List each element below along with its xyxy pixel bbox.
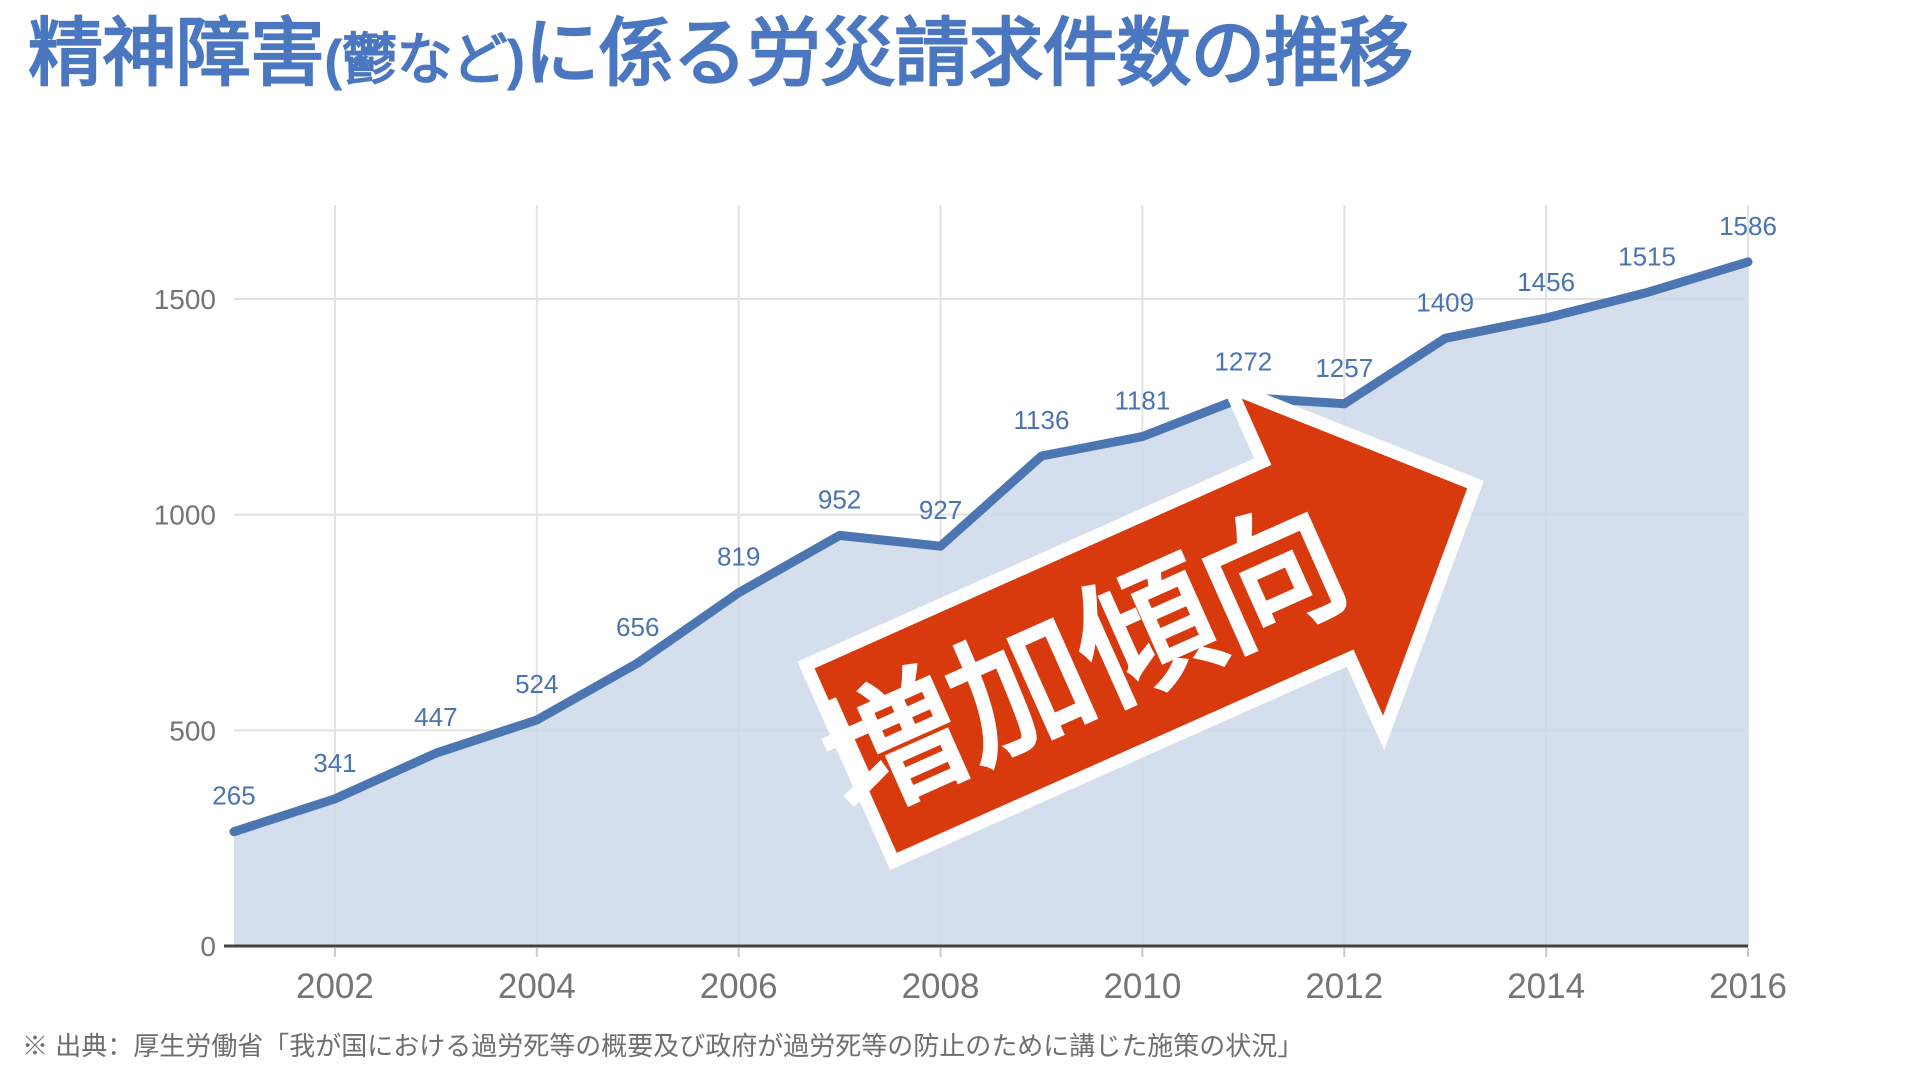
source-note: ※ 出典：厚生労働省「我が国における過労死等の概要及び政府が過労死等の防止のため…	[22, 1031, 1304, 1061]
x-tick-label: 2012	[1305, 967, 1383, 1006]
data-label: 1136	[1014, 405, 1070, 435]
page-title: 精神障害(鬱など)に係る労災請求件数の推移	[28, 10, 1413, 96]
data-label: 819	[717, 542, 760, 572]
data-label: 1257	[1315, 353, 1373, 383]
data-label: 1409	[1416, 287, 1474, 317]
y-tick-label: 0	[200, 931, 216, 962]
data-label: 1456	[1517, 267, 1575, 297]
x-tick-label: 2006	[700, 967, 778, 1006]
data-label: 927	[919, 495, 962, 525]
title-segment-rest: に係る労災請求件数の推移	[524, 11, 1413, 95]
arrow-shape	[797, 374, 1484, 870]
x-tick-label: 2016	[1709, 967, 1787, 1006]
data-label: 1272	[1214, 346, 1272, 376]
x-tick-label: 2002	[296, 967, 374, 1006]
y-tick-label: 1500	[154, 284, 216, 315]
data-label: 1586	[1719, 211, 1777, 241]
trend-line	[229, 257, 1753, 837]
data-label: 1515	[1618, 242, 1676, 272]
y-tick-label: 1000	[154, 500, 216, 531]
title-segment-paren: (鬱など)	[324, 28, 525, 91]
y-tick-label: 500	[169, 715, 216, 746]
data-label: 952	[818, 484, 861, 514]
data-label: 447	[414, 702, 457, 732]
data-label: 656	[616, 612, 659, 642]
data-label: 524	[515, 669, 558, 699]
x-tick-label: 2004	[498, 967, 576, 1006]
x-tick-label: 2010	[1103, 967, 1181, 1006]
x-tick-label: 2014	[1507, 967, 1585, 1006]
title-segment-main: 精神障害	[28, 11, 325, 95]
x-tick-label: 2008	[902, 967, 980, 1006]
data-label: 265	[212, 781, 255, 811]
data-label: 1181	[1114, 386, 1170, 416]
data-label: 341	[313, 748, 356, 778]
